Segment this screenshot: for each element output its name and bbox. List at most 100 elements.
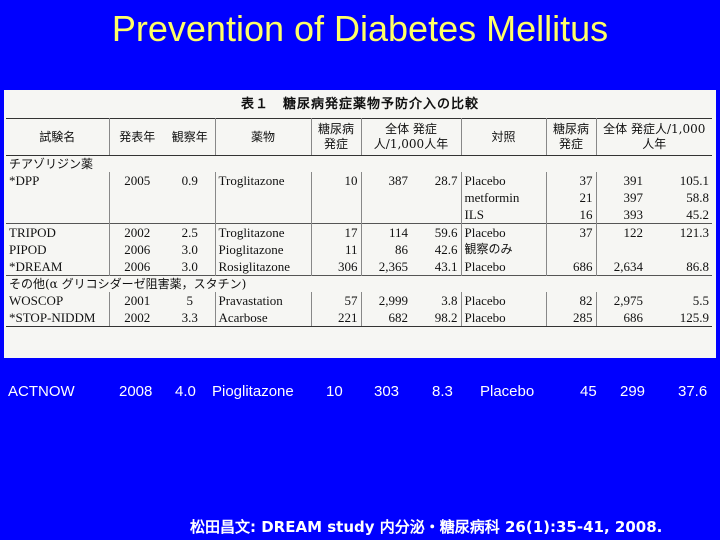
header-cell: 全体 発症人/1,000人年 xyxy=(361,118,462,156)
actnow-row: ACTNOW 2008 4.0 Pioglitazone 10 303 8.3 … xyxy=(0,383,720,403)
actnow-control-rate: 37.6 xyxy=(678,383,708,400)
cell: 2,365 xyxy=(378,259,408,274)
cell: metformin xyxy=(461,189,547,206)
cell: Troglitazone xyxy=(215,172,312,189)
cell: 306 xyxy=(311,258,362,276)
cell: 3.0 xyxy=(165,258,216,276)
cell: ILS xyxy=(461,206,547,224)
cell: 5 xyxy=(165,292,216,309)
cell: 2001 xyxy=(124,293,151,308)
cell: PIPOD xyxy=(6,241,110,258)
slide-title: Prevention of Diabetes Mellitus xyxy=(111,8,609,49)
cell: 2006 xyxy=(124,259,151,274)
cell: 682 xyxy=(361,309,411,327)
actnow-control: Placebo xyxy=(480,383,535,400)
cell: 17 xyxy=(311,223,362,241)
header-cell: 全体 発症人/1,000人年 xyxy=(596,118,712,156)
cell: 58.8 xyxy=(686,190,709,205)
cell: 2.5 xyxy=(165,223,216,241)
cell: Placebo xyxy=(461,309,547,327)
cell: TRIPOD xyxy=(6,223,110,241)
table-row: *DREAM 2006 3.0 Rosiglitazone 306 2,365 … xyxy=(6,258,712,276)
cell: 125.9 xyxy=(646,309,712,327)
cell: 2002 xyxy=(109,223,165,241)
table-row: PIPOD 2006 3.0 Pioglitazone 11 86 42.6 観… xyxy=(6,241,712,258)
cell: WOSCOP xyxy=(6,292,110,309)
cell: 45.2 xyxy=(686,207,709,222)
cell: Pioglitazone xyxy=(215,241,312,258)
cell: Placebo xyxy=(461,172,547,189)
cell: 2002 xyxy=(109,309,165,327)
actnow-control-cases: 45 xyxy=(580,383,597,400)
cell: 0.9 xyxy=(165,172,216,189)
cell: 3.8 xyxy=(411,292,462,309)
cell: 2006 xyxy=(124,242,151,257)
cell: 86.8 xyxy=(686,259,709,274)
table-caption: 表１ 糖尿病発症薬物予防介入の比較 xyxy=(240,97,479,112)
actnow-control-total: 299 xyxy=(620,383,646,400)
cell: 393 xyxy=(623,207,644,222)
cell: 3.0 xyxy=(165,241,216,258)
actnow-total: 303 xyxy=(374,383,400,400)
table-row: metformin 21 397 58.8 xyxy=(6,189,712,206)
table-row: ILS 16 393 45.2 xyxy=(6,206,712,224)
table-header-row: 試験名 発表年 観察年 薬物 糖尿病発症 全体 発症人/1,000人年 対照 糖… xyxy=(6,118,712,156)
group-label: チアゾリジン薬 xyxy=(9,157,94,171)
actnow-duration: 4.0 xyxy=(175,383,196,400)
table-row: *STOP-NIDDM 2002 3.3 Acarbose 221 682 98… xyxy=(6,309,712,327)
cell: Placebo xyxy=(461,258,547,276)
cell: 114 xyxy=(361,223,411,241)
cell: 観察のみ xyxy=(461,241,547,258)
table-row: TRIPOD 2002 2.5 Troglitazone 17 114 59.6… xyxy=(6,223,712,241)
cell: 5.5 xyxy=(692,293,709,308)
group-label: その他(α グリコシダーゼ阻害薬，スタチン) xyxy=(6,275,712,292)
table-row: *DPP 2005 0.9 Troglitazone 10 387 28.7 P… xyxy=(6,172,712,189)
cell: 37 xyxy=(546,223,597,241)
cell: 57 xyxy=(311,292,362,309)
header-cell: 観察年 xyxy=(165,118,216,156)
actnow-trial: ACTNOW xyxy=(8,383,75,400)
cell: *DREAM xyxy=(6,258,110,276)
cell: Placebo xyxy=(461,292,547,309)
cell: 11 xyxy=(311,241,362,258)
cell: 2,999 xyxy=(378,293,408,308)
cell: 391 xyxy=(623,173,644,188)
cell: 2005 xyxy=(124,173,151,188)
cell: 10 xyxy=(311,172,362,189)
cell: 686 xyxy=(546,258,597,276)
header-cell: 発表年 xyxy=(109,118,165,156)
cell: 16 xyxy=(546,206,597,224)
cell: Pravastation xyxy=(215,292,312,309)
cell: 21 xyxy=(546,189,597,206)
cell: 105.1 xyxy=(679,173,709,188)
actnow-rate: 8.3 xyxy=(432,383,453,400)
comparison-table: 試験名 発表年 観察年 薬物 糖尿病発症 全体 発症人/1,000人年 対照 糖… xyxy=(6,118,712,327)
cell: Rosiglitazone xyxy=(215,258,312,276)
cell: 3.3 xyxy=(165,309,216,327)
cell: 221 xyxy=(311,309,362,327)
cell: 37 xyxy=(546,172,597,189)
actnow-year: 2008 xyxy=(119,383,153,400)
cell: 122 xyxy=(596,223,646,241)
header-cell: 糖尿病発症 xyxy=(311,118,362,156)
group-row: その他(α グリコシダーゼ阻害薬，スタチン) xyxy=(6,275,712,292)
cell: Troglitazone xyxy=(215,223,312,241)
table-row: WOSCOP 2001 5 Pravastation 57 2,999 3.8 … xyxy=(6,292,712,309)
cell: 2,975 xyxy=(613,293,643,308)
actnow-cases: 10 xyxy=(326,383,343,400)
cell: 387 xyxy=(388,173,409,188)
header-cell: 薬物 xyxy=(215,118,312,156)
cell: *STOP-NIDDM xyxy=(6,309,110,327)
cell: 121.3 xyxy=(646,223,712,241)
cell: 42.6 xyxy=(411,241,462,258)
actnow-drug: Pioglitazone xyxy=(212,383,294,400)
cell: 43.1 xyxy=(411,258,462,276)
cell: Placebo xyxy=(461,223,547,241)
cell: 98.2 xyxy=(411,309,462,327)
cell: 397 xyxy=(623,190,644,205)
header-cell: 試験名 xyxy=(6,118,110,156)
scanned-table: 表１ 糖尿病発症薬物予防介入の比較 試験名 発表年 観察年 薬物 糖尿病発症 全… xyxy=(4,90,716,358)
reference-citation: 松田昌文: DREAM study 内分泌・糖尿病科 26(1):35-41, … xyxy=(190,518,663,536)
cell: *DPP xyxy=(6,172,110,189)
header-cell: 糖尿病発症 xyxy=(546,118,597,156)
